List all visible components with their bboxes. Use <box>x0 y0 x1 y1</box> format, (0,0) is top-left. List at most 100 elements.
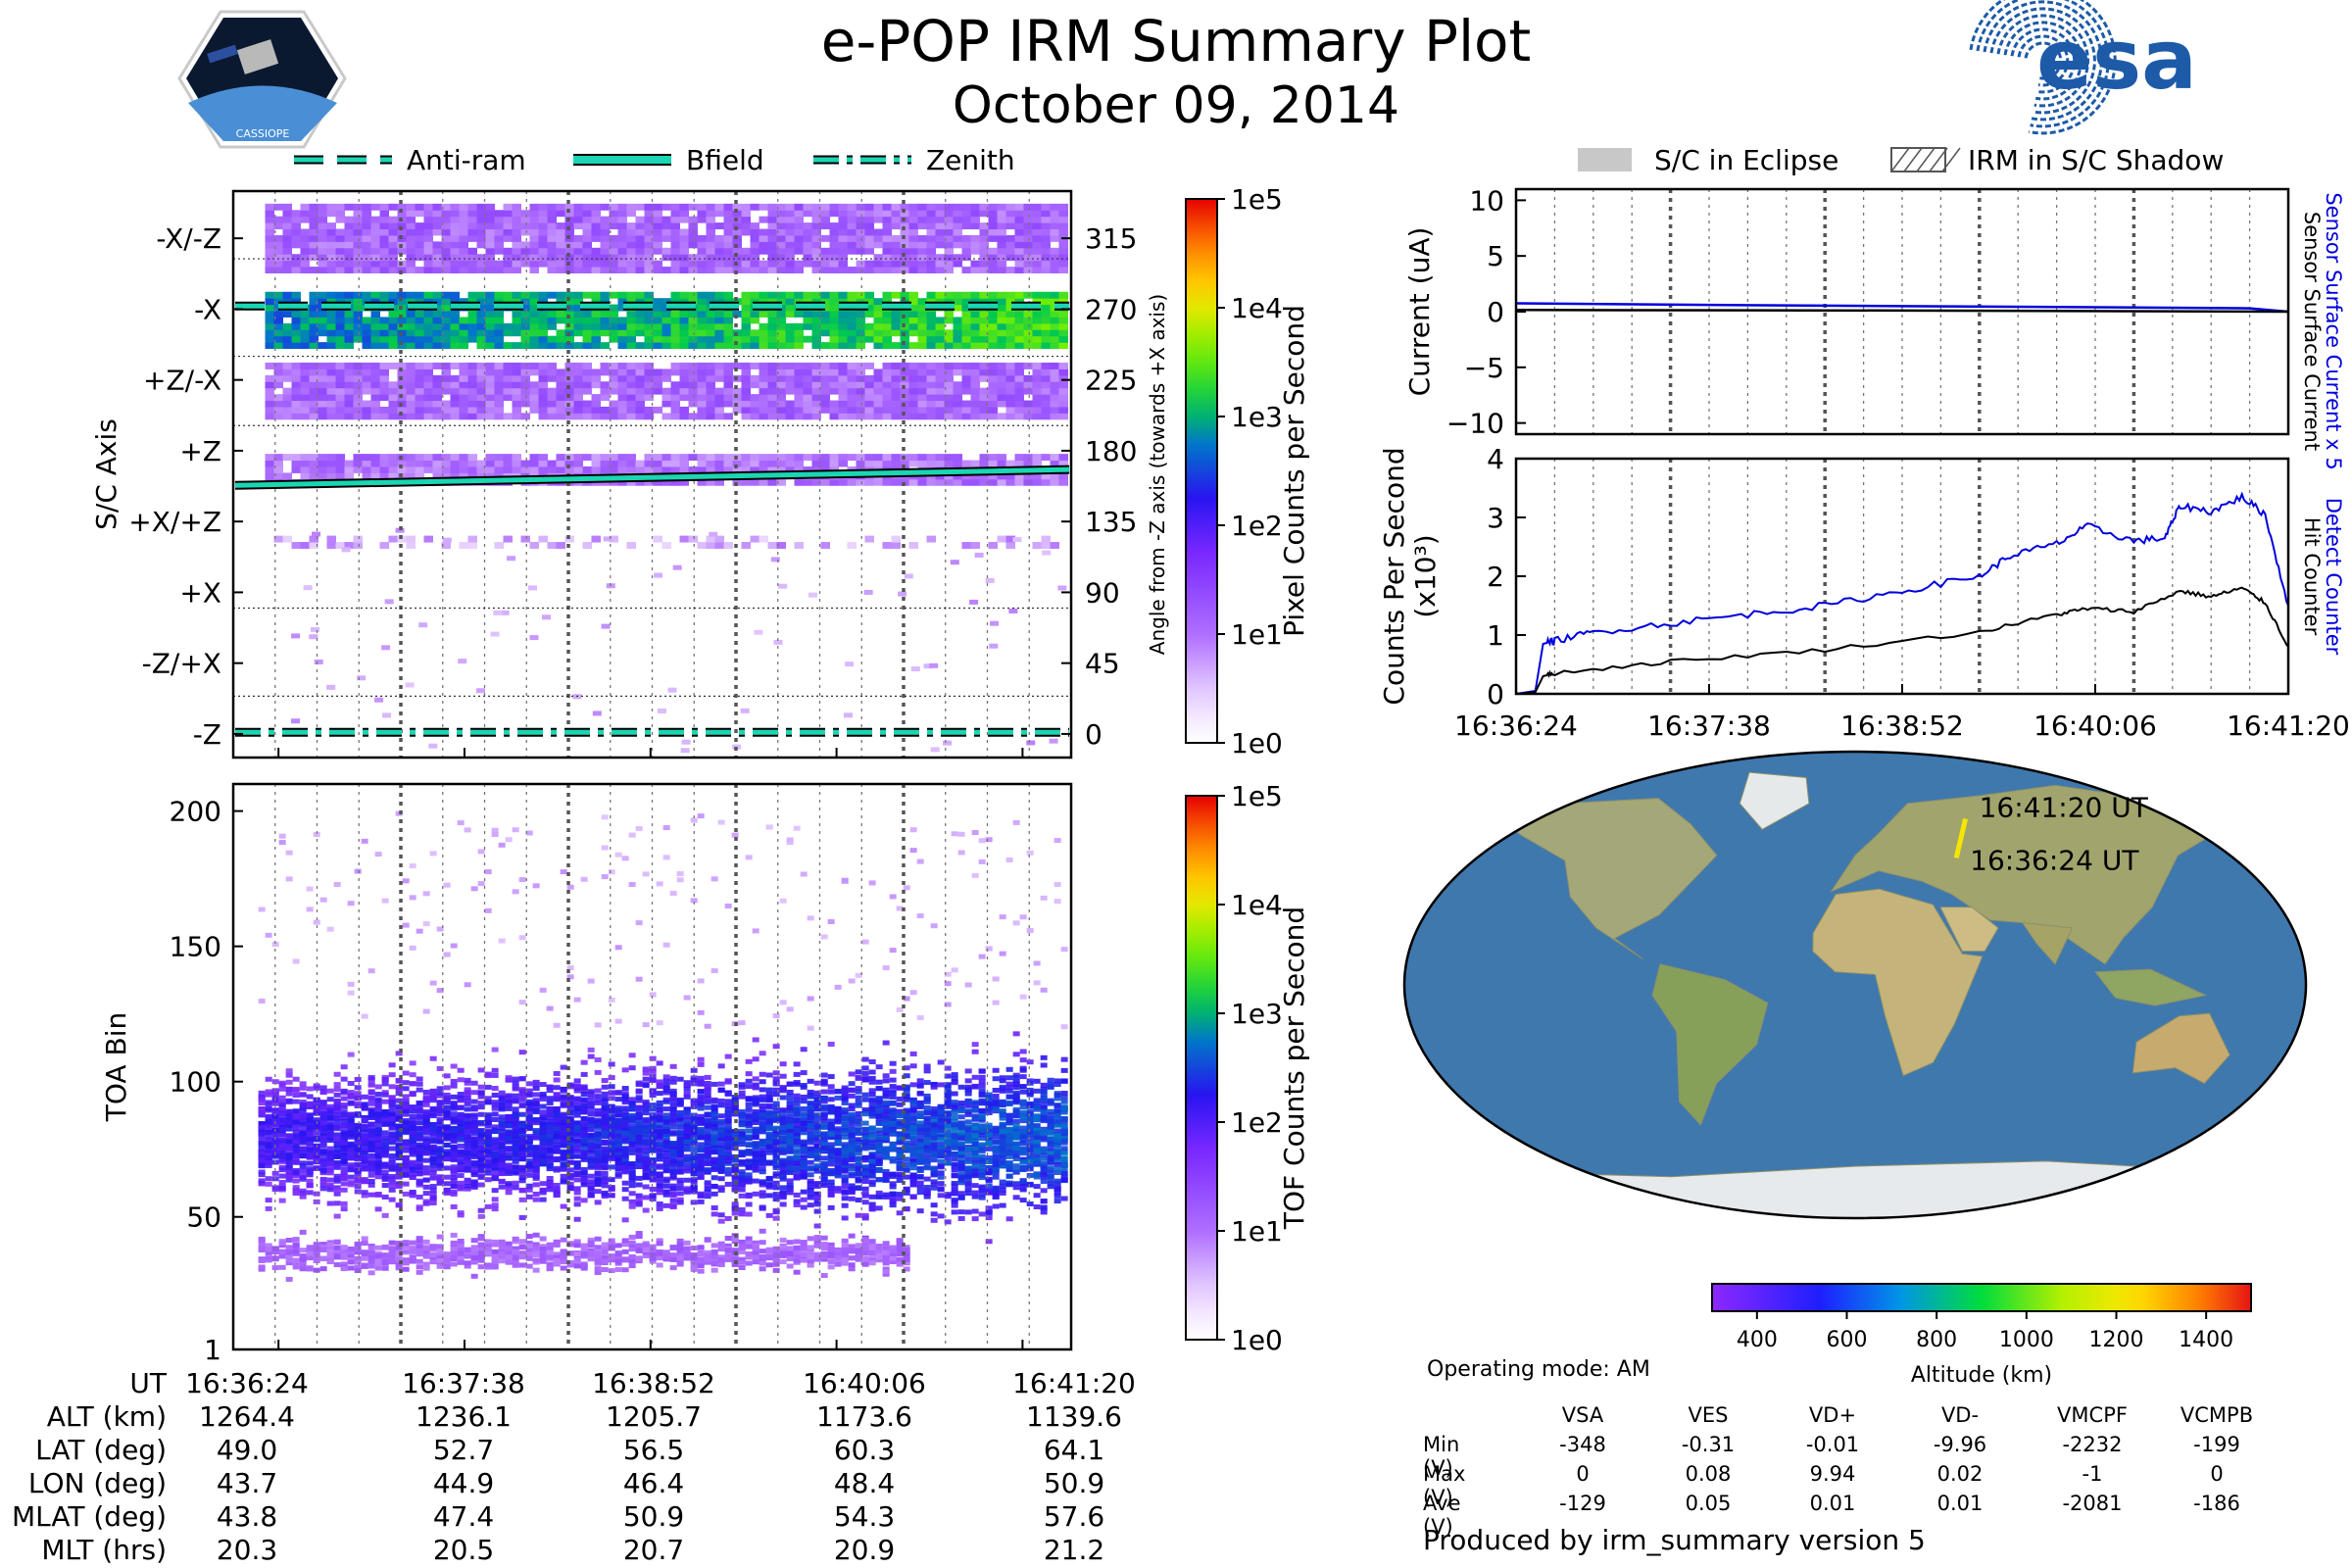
pixel-cell <box>494 210 504 218</box>
pixel-cell <box>432 260 442 268</box>
pixel-cell <box>988 298 998 306</box>
toa-cell <box>388 1072 396 1078</box>
pixel-cell <box>988 542 998 549</box>
pixel-cell <box>838 234 848 242</box>
pixel-cell <box>282 535 292 543</box>
toa-cell <box>258 1150 266 1155</box>
pixel-cell <box>873 241 883 249</box>
pixel-cell <box>856 335 865 343</box>
pixel-cell <box>759 368 768 376</box>
pixel-cell <box>485 234 495 242</box>
pixel-cell <box>759 460 768 467</box>
pixel-cell <box>626 267 636 273</box>
pixel-cell <box>406 394 416 402</box>
toa-speckle <box>422 891 430 897</box>
toa-cell <box>443 1181 451 1187</box>
earth-limb <box>188 85 337 141</box>
pixel-cell <box>882 387 892 395</box>
pixel-cell <box>697 254 707 262</box>
toa-speckle <box>402 922 410 928</box>
pixel-cell <box>335 317 345 324</box>
pixel-cell <box>679 298 689 306</box>
toa-cell <box>306 1170 314 1176</box>
pixel-cell <box>917 363 927 369</box>
pixel-cell <box>741 317 751 324</box>
pixel-cell <box>450 317 460 324</box>
pixel-cell <box>741 342 751 350</box>
toa-cell <box>319 1132 327 1138</box>
pixel-cell <box>811 329 821 337</box>
toa-cell <box>258 1147 266 1152</box>
pixel-cell <box>512 387 521 395</box>
pixel-cell <box>900 254 909 262</box>
pixel-cell <box>467 234 477 242</box>
pixel-cell <box>759 311 768 318</box>
pixel-cell <box>503 363 513 369</box>
pixel-cell <box>573 267 583 273</box>
pixel-cell <box>265 454 274 462</box>
pixel-cell <box>326 228 336 236</box>
toa-cell <box>422 1157 430 1163</box>
pixel-cell <box>520 228 530 236</box>
pixel-cell <box>688 241 698 249</box>
pixel-cell <box>459 454 468 462</box>
pixel-cell <box>450 472 460 480</box>
toa-low-cell <box>299 1256 307 1262</box>
pixel-cell <box>670 216 680 223</box>
toa-cell <box>457 1111 465 1117</box>
pixel-cell <box>935 374 945 382</box>
pixel-cell <box>450 387 460 395</box>
pixel-cell <box>450 406 460 414</box>
toa-cell <box>306 1086 314 1092</box>
pixel-cell <box>582 216 592 223</box>
pixel-cell <box>476 472 486 480</box>
pixel-cell <box>908 363 918 369</box>
pixel-cell <box>1041 234 1051 242</box>
pixel-cell <box>432 374 442 382</box>
pixel-cell <box>370 466 380 473</box>
pixel-cell <box>503 387 513 395</box>
pixel-cell <box>917 454 927 462</box>
pixel-cell <box>626 342 636 350</box>
pixel-cell <box>309 241 318 249</box>
toa-low-cell <box>258 1236 266 1242</box>
pixel-cell <box>1014 454 1024 462</box>
pixel-cell <box>609 267 618 273</box>
pixel-cell <box>776 322 786 330</box>
pixel-cell <box>997 394 1006 402</box>
pixel-cell <box>891 329 901 337</box>
pixel-cell <box>379 329 389 337</box>
pixel-cell <box>759 267 768 273</box>
toa-cell <box>361 1193 368 1199</box>
pixel-cell <box>441 234 451 242</box>
pixel-cell <box>512 342 521 350</box>
toa-cell <box>409 1081 416 1087</box>
pixel-cell <box>600 203 610 211</box>
pixel-cell <box>953 478 962 486</box>
pixel-cell <box>935 460 945 467</box>
pixel-cell <box>344 368 354 376</box>
toa-cell <box>429 1166 437 1172</box>
toa-cell <box>457 1210 465 1216</box>
pixel-cell <box>300 317 310 324</box>
pixel-cell <box>1041 216 1051 223</box>
pixel-cell <box>318 368 327 376</box>
pixel-cell <box>979 267 989 273</box>
toa-low-cell <box>333 1245 341 1250</box>
pixel-cell <box>829 363 839 369</box>
toa-low-cell <box>457 1254 465 1260</box>
pixel-cell <box>970 322 980 330</box>
pixel-cell <box>679 203 689 211</box>
pixel-cell <box>538 203 548 211</box>
pixel-cell <box>503 413 513 420</box>
toa-cell <box>409 1189 416 1195</box>
pixel-cell <box>811 247 821 255</box>
pixel-cell <box>441 342 451 350</box>
pixel-cell <box>970 247 980 255</box>
pixel-cell <box>450 413 460 420</box>
toa-cell <box>333 1086 341 1092</box>
angle-tick-label: 135 <box>1085 506 1137 538</box>
pixel-ylabel-right: Angle from -Z axis (towards +X axis) <box>1146 294 1169 655</box>
toa-cell <box>402 1111 410 1117</box>
toa-cell <box>374 1111 382 1117</box>
